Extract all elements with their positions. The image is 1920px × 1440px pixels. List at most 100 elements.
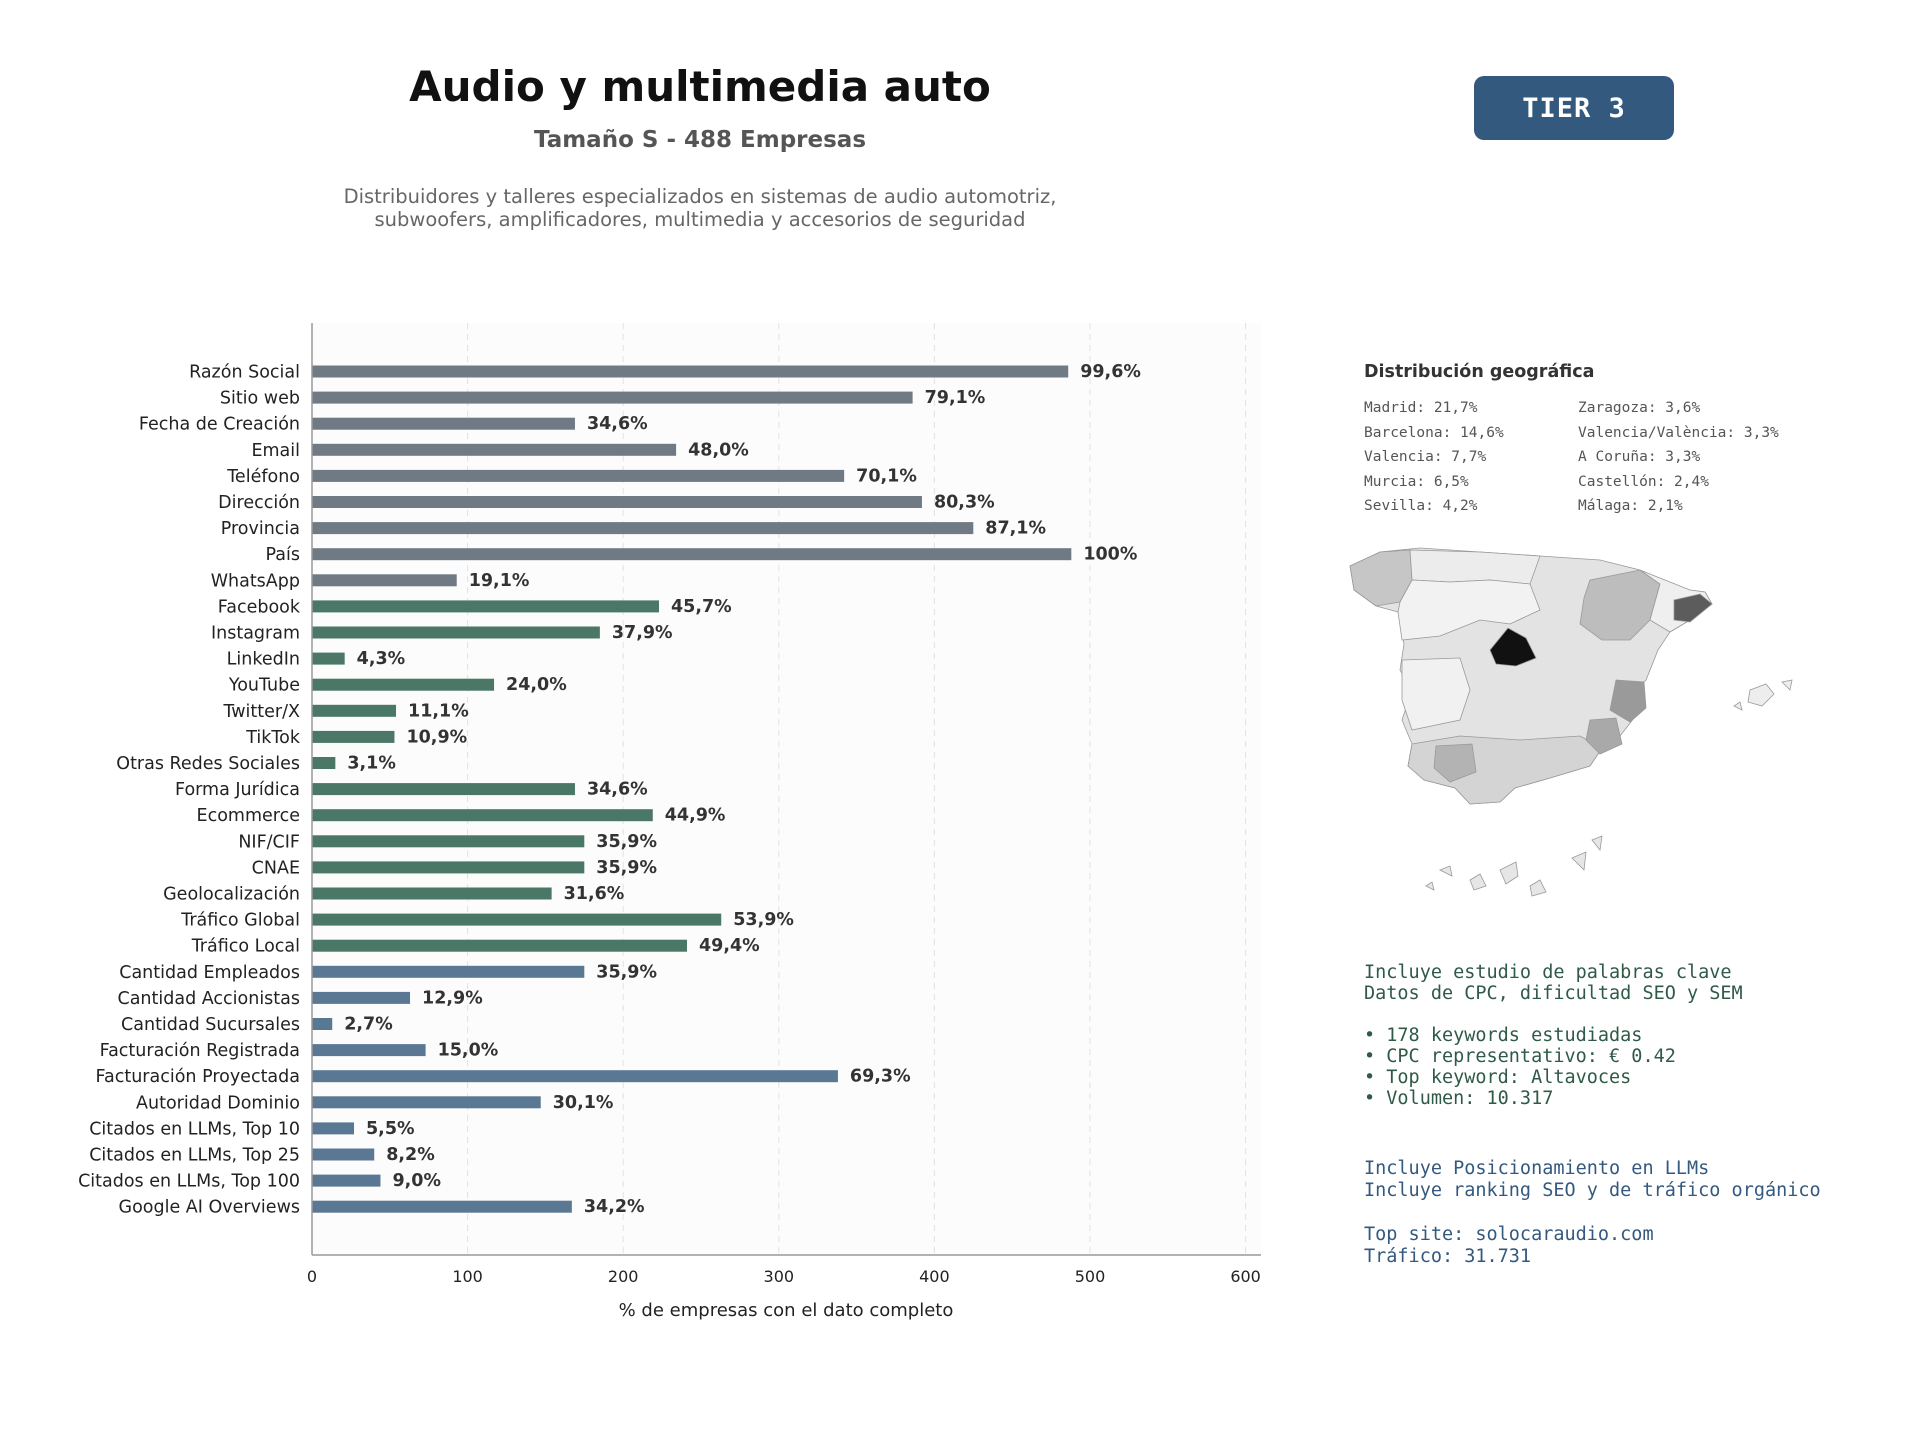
value-label: 69,3% — [850, 1067, 911, 1087]
murcia-region — [1585, 717, 1623, 755]
bar — [312, 391, 913, 404]
category-label: CNAE — [252, 858, 300, 878]
bar-chart: Razón Social Sitio web Fecha de Creación Em… — [78, 323, 1261, 1321]
bar — [312, 443, 677, 456]
bar — [312, 887, 552, 900]
value-label: 10,9% — [406, 727, 467, 747]
bar — [312, 809, 653, 822]
bar — [312, 678, 495, 691]
keywords-block: Incluye estudio de palabras clave Datos … — [1364, 962, 1743, 1109]
keywords-bullet: • Top keyword: Altavoces — [1364, 1067, 1632, 1088]
bar — [312, 626, 600, 639]
value-label: 35,9% — [596, 832, 657, 852]
x-tick-label: 300 — [764, 1267, 795, 1286]
category-label: Facebook — [218, 597, 301, 617]
sevilla-region — [1433, 743, 1477, 783]
value-label: 34,6% — [587, 780, 648, 800]
geo-item: Málaga: 2,1% — [1578, 498, 1683, 514]
bar — [312, 1070, 838, 1083]
balearic-islands — [1733, 679, 1793, 711]
category-label: Geolocalización — [163, 885, 300, 905]
bar — [312, 1122, 355, 1135]
bar — [312, 522, 974, 535]
value-label: 49,4% — [699, 936, 760, 956]
keywords-line: Datos de CPC, dificultad SEO y SEM — [1364, 983, 1743, 1004]
category-label: Cantidad Sucursales — [121, 1015, 300, 1035]
extremadura-region — [1401, 657, 1471, 731]
category-label: Citados en LLMs, Top 10 — [89, 1119, 300, 1139]
spain-map — [1349, 547, 1793, 897]
bars — [312, 365, 1072, 1213]
category-label: Tráfico Global — [180, 911, 300, 931]
value-label: 87,1% — [985, 519, 1046, 539]
value-label: 24,0% — [506, 675, 567, 695]
category-label: Cantidad Accionistas — [117, 989, 300, 1009]
category-label: Sitio web — [220, 389, 300, 409]
value-label: 100% — [1083, 545, 1137, 565]
category-label: WhatsApp — [211, 571, 300, 591]
page-subtitle: Tamaño S - 488 Empresas — [533, 127, 867, 153]
category-label: Email — [251, 441, 300, 461]
category-label: Forma Jurídica — [175, 780, 300, 800]
geo-item: Barcelona: 14,6% — [1364, 424, 1504, 441]
x-tick-labels: 0 100 200 300 400 500 600 — [307, 1267, 1261, 1286]
category-label: LinkedIn — [227, 650, 300, 670]
value-label: 15,0% — [438, 1041, 499, 1061]
x-axis-title: % de empresas con el dato completo — [619, 1300, 954, 1321]
bar — [312, 365, 1069, 378]
x-tick-label: 200 — [608, 1267, 639, 1286]
keywords-bullet: • 178 keywords estudiadas — [1364, 1025, 1643, 1046]
category-label: Instagram — [211, 624, 300, 644]
bar — [312, 730, 395, 743]
bar — [312, 1096, 541, 1109]
bar — [312, 913, 722, 926]
bar — [312, 965, 585, 978]
bar — [312, 991, 411, 1004]
page-title: Audio y multimedia auto — [409, 62, 991, 111]
category-label: Ecommerce — [197, 806, 300, 826]
geo-item: Zaragoza: 3,6% — [1578, 400, 1701, 416]
category-label: Autoridad Dominio — [136, 1093, 300, 1113]
geo-item: Castellón: 2,4% — [1578, 473, 1709, 490]
category-label: TikTok — [245, 728, 301, 748]
bar — [312, 574, 457, 587]
value-label: 35,9% — [596, 858, 657, 878]
value-label: 2,7% — [344, 1015, 393, 1035]
value-label: 44,9% — [665, 806, 726, 826]
category-label: Citados en LLMs, Top 25 — [89, 1146, 300, 1166]
geo-item: Madrid: 21,7% — [1364, 400, 1478, 416]
value-label: 53,9% — [733, 910, 794, 930]
value-label: 19,1% — [469, 571, 530, 591]
value-label: 11,1% — [408, 701, 469, 721]
bar — [312, 1200, 572, 1213]
x-tick-label: 400 — [919, 1267, 950, 1286]
geo-list: Madrid: 21,7% Zaragoza: 3,6% Barcelona: … — [1364, 400, 1834, 514]
category-label: Facturación Proyectada — [96, 1067, 300, 1087]
bar — [312, 835, 585, 848]
bar — [312, 469, 845, 482]
value-label: 4,3% — [357, 649, 406, 669]
keywords-line: Incluye estudio de palabras clave — [1364, 962, 1732, 983]
category-label: Facturación Registrada — [100, 1041, 300, 1061]
category-label: Razón Social — [189, 363, 300, 383]
value-label: 45,7% — [671, 597, 732, 617]
x-tick-label: 600 — [1230, 1267, 1261, 1286]
bar — [312, 652, 345, 665]
llm-block: Incluye Posicionamiento en LLMs Incluye … — [1364, 1158, 1821, 1268]
value-label: 12,9% — [422, 988, 483, 1008]
category-label: Teléfono — [226, 467, 300, 487]
canary-islands — [1425, 835, 1603, 897]
bar — [312, 939, 687, 952]
category-label: Google AI Overviews — [119, 1198, 300, 1218]
category-label: Otras Redes Sociales — [116, 754, 300, 774]
value-label: 79,1% — [925, 388, 986, 408]
geo-title: Distribución geográfica — [1364, 362, 1595, 382]
category-label: Citados en LLMs, Top 100 — [78, 1172, 300, 1192]
value-label: 8,2% — [386, 1145, 435, 1165]
geo-item: Valencia: 7,7% — [1364, 449, 1487, 465]
geo-item: Valencia/València: 3,3% — [1578, 424, 1779, 441]
category-label: Fecha de Creación — [139, 415, 300, 435]
value-label: 70,1% — [856, 466, 917, 486]
value-label: 80,3% — [934, 493, 995, 513]
value-labels: 99,6% 79,1% 34,6% 48,0% 70,1% 80,3% 87,1% 100% 1… — [344, 362, 1141, 1217]
